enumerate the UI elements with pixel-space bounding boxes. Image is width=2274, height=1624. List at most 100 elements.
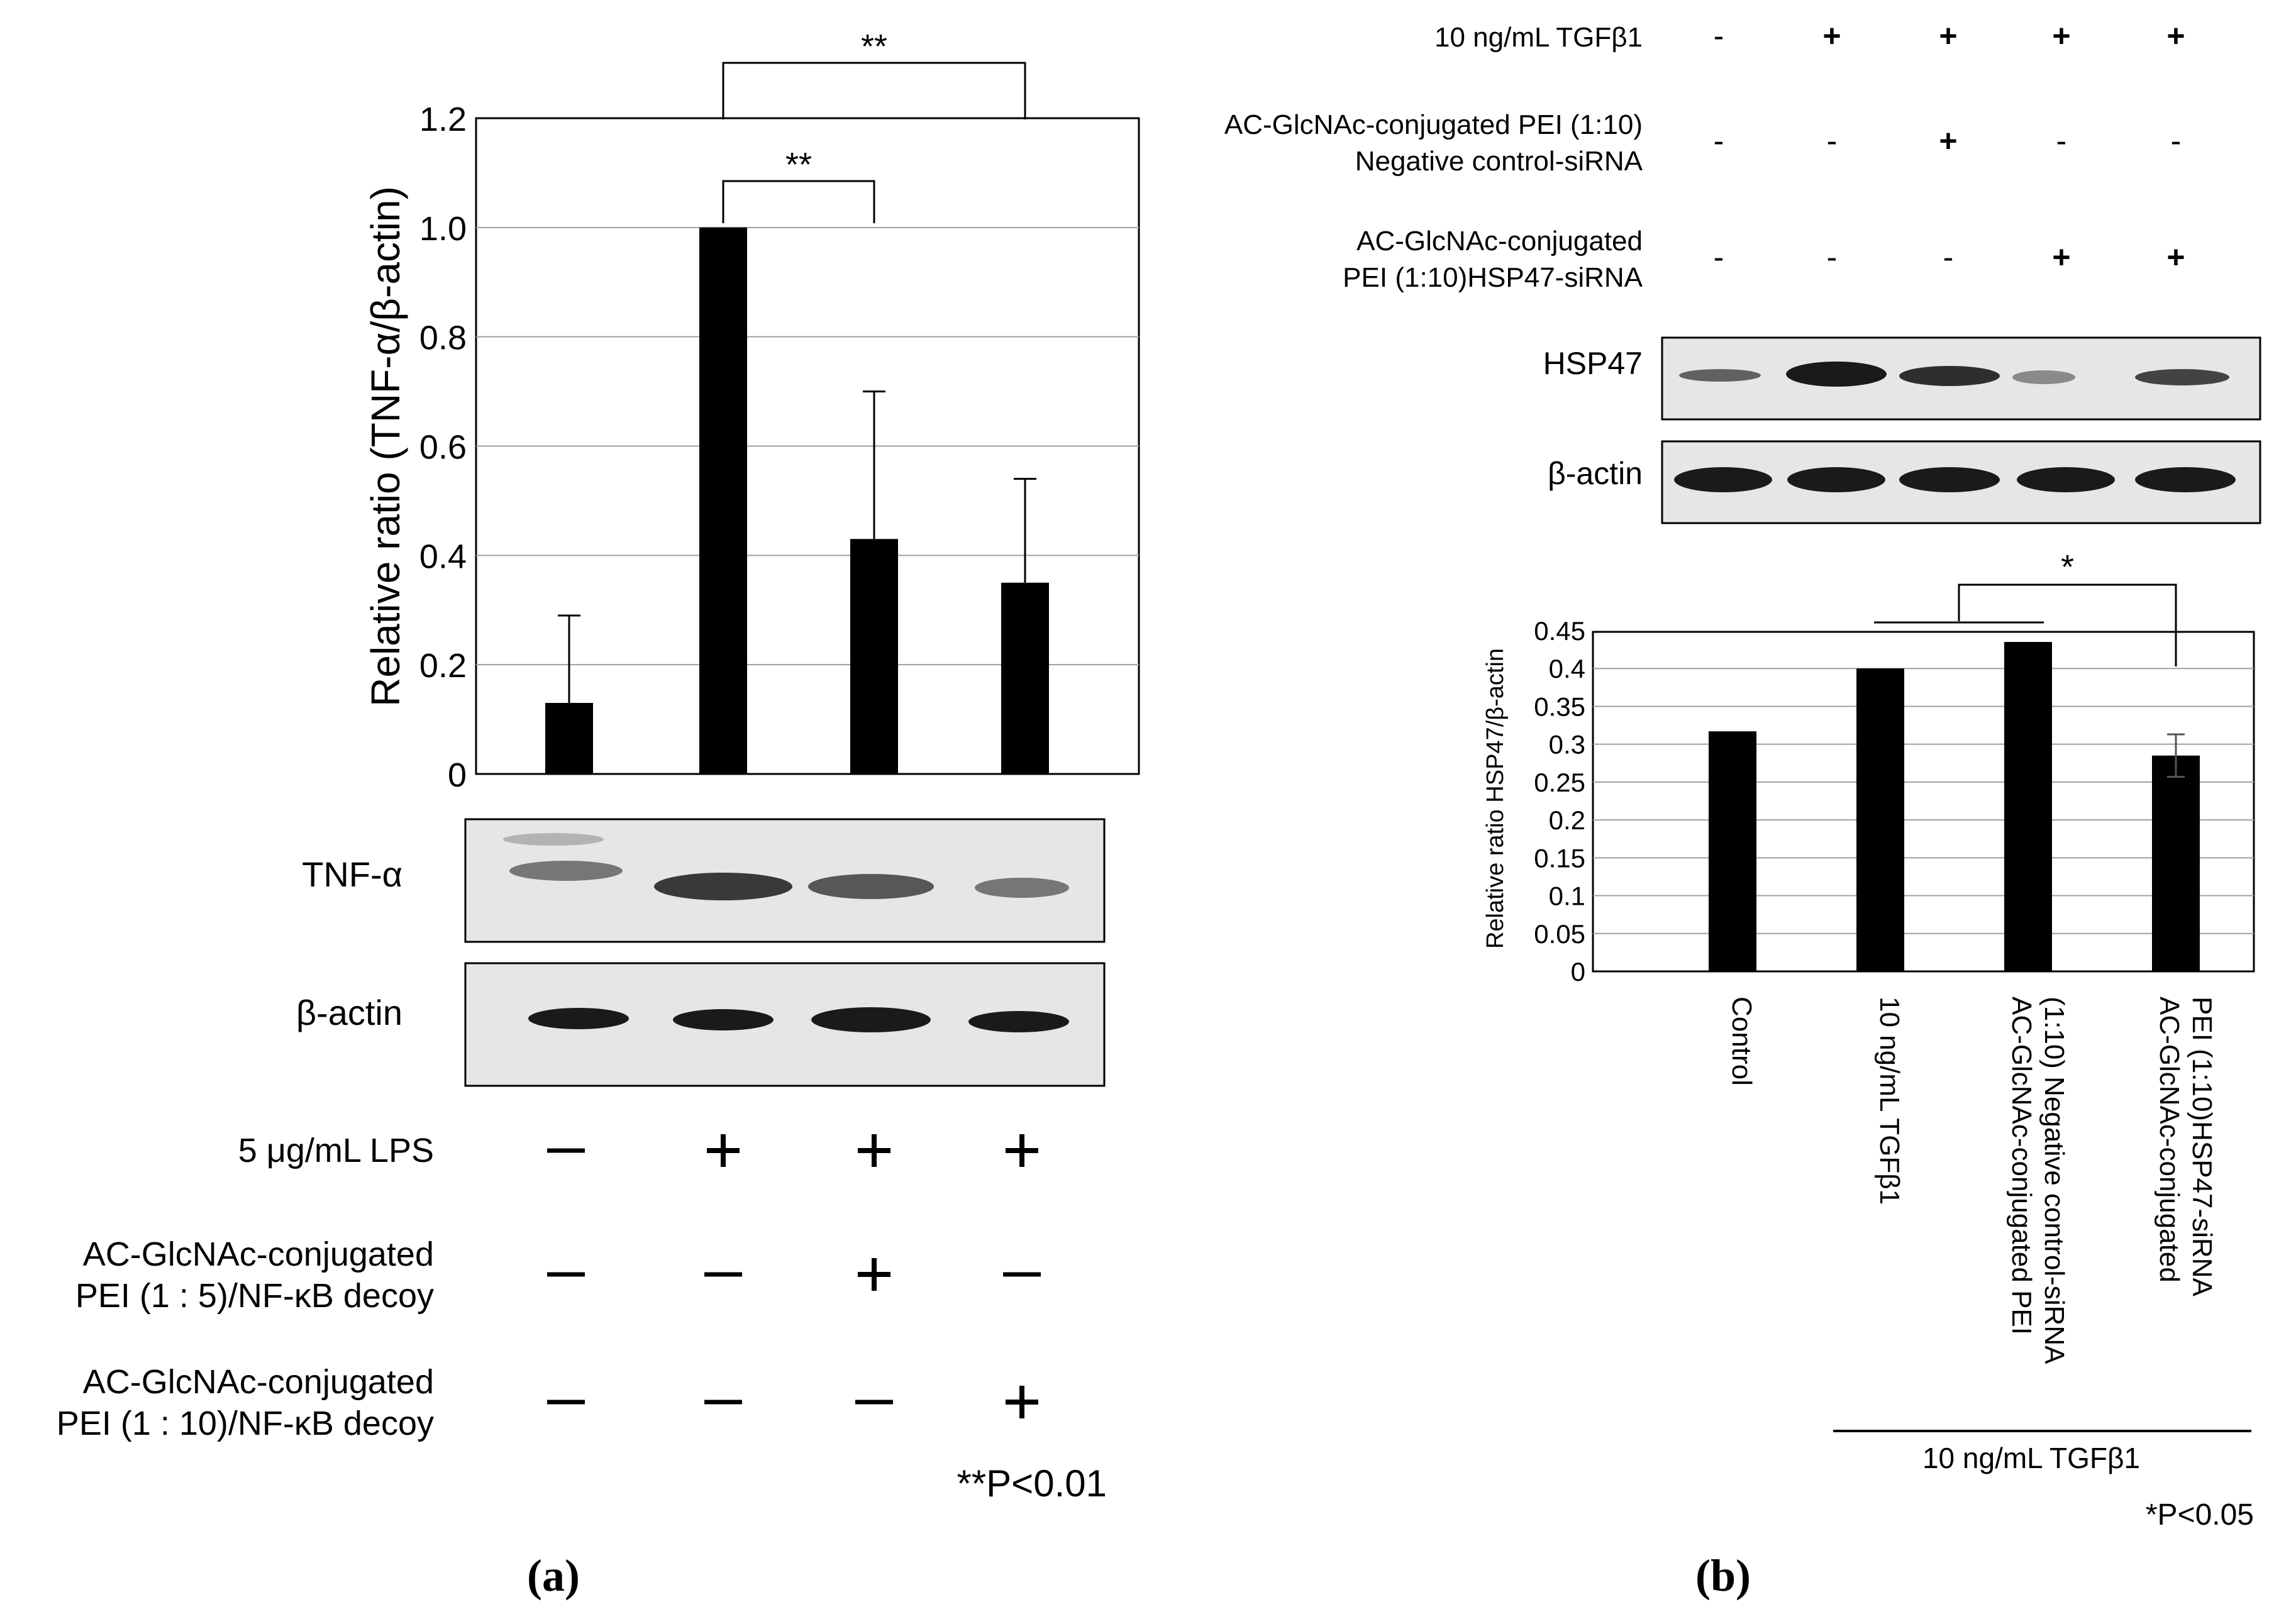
minus-mark: - (1827, 240, 1838, 275)
y-tick-label: 0 (1571, 957, 1585, 986)
x-tick-label: AC-GlcNAc-conjugatedPEI (1:10)HSP47-siRN… (2154, 997, 2217, 1296)
bar (2004, 642, 2052, 971)
blot-a-actin-bands (528, 1007, 1069, 1032)
blot-a-label-actin: β-actin (296, 993, 402, 1032)
panel-label-a: (a) (527, 1550, 580, 1601)
blot-a-label-tnf: TNF-α (302, 854, 402, 894)
chart-b-grid (1593, 668, 2254, 934)
blot-b-label-actin: β-actin (1548, 456, 1643, 491)
chart-b-significance: * (1874, 548, 2177, 666)
conditions-a: 5 μg/mL LPS AC-GlcNAc-conjugated PEI (1 : … (57, 1132, 1041, 1442)
chart-a-y-tick-labels: 0 0.2 0.4 0.6 0.8 1.0 1.2 (419, 101, 467, 794)
plus-mark (707, 1134, 740, 1167)
actin-a-band-4 (968, 1011, 1069, 1032)
panel-a: 0 0.2 0.4 0.6 0.8 1.0 1.2 Relative ratio (TNF-… (57, 28, 1140, 1601)
y-tick-label: 0 (448, 756, 467, 794)
chart-b-bars (1709, 642, 2200, 971)
minus-mark: - (2171, 123, 2182, 158)
hsp47-band-5 (2135, 369, 2229, 385)
condition-label: 10 ng/mL TGFβ1 (1434, 22, 1643, 53)
actin-a-band-1 (528, 1008, 629, 1029)
y-tick-label: 1.2 (419, 101, 467, 138)
panel-label-b: (b) (1695, 1550, 1751, 1601)
y-tick-label: 0.2 (1549, 805, 1585, 835)
tnf-band-2 (654, 873, 792, 900)
y-tick-label: 0.45 (1534, 616, 1585, 646)
y-tick-label: 1.0 (419, 210, 467, 248)
minus-mark: - (1943, 240, 1954, 275)
actin-b-band-1 (1674, 467, 1772, 492)
significance-bracket (722, 62, 1026, 119)
actin-a-band-2 (673, 1009, 774, 1030)
plus-mark (858, 1258, 890, 1291)
plus-mark (858, 1134, 890, 1167)
y-tick-label: 0.35 (1534, 692, 1585, 721)
plus-mark: + (2052, 240, 2070, 275)
x-tick-label: Control (1726, 997, 1757, 1086)
tnf-band-4 (975, 878, 1069, 898)
plus-mark (1006, 1386, 1038, 1418)
minus-mark: - (1827, 123, 1838, 158)
bar (699, 227, 747, 774)
y-tick-label: 0.25 (1534, 768, 1585, 797)
condition-label: AC-GlcNAc-conjugated PEI (1:10) Negative … (1224, 109, 1643, 177)
hsp47-band-3 (1899, 366, 2000, 386)
y-tick-label: 0.2 (419, 647, 467, 685)
actin-b-band-4 (2017, 467, 2115, 492)
plus-mark: + (1939, 18, 1957, 53)
condition-label: AC-GlcNAc-conjugated PEI (1 : 10)/NF-κB d… (57, 1363, 434, 1442)
actin-b-band-3 (1899, 467, 2000, 492)
actin-b-band-2 (1787, 467, 1885, 492)
plus-mark: + (1939, 123, 1957, 158)
y-tick-label: 0.4 (1549, 654, 1585, 683)
chart-b-plot-frame (1592, 631, 2255, 973)
plus-mark (1006, 1134, 1038, 1167)
chart-a-bars (545, 227, 1049, 774)
actin-a-band-3 (811, 1007, 931, 1032)
y-tick-label: 0.6 (419, 429, 467, 467)
significance-label: ** (785, 146, 812, 184)
chart-b-x-tick-labels: Control 10 ng/mL TGFβ1 AC-GlcNAc-conjugate… (1726, 997, 2217, 1364)
y-tick-label: 0.4 (419, 538, 467, 575)
hsp47-band-4 (2012, 370, 2075, 384)
bar (850, 539, 898, 774)
tnf-band-3 (808, 874, 934, 899)
blot-b-label-hsp47: HSP47 (1543, 346, 1643, 381)
chart-a-significance: ** ** (722, 28, 1026, 223)
x-tick-label: 10 ng/mL TGFβ1 (1874, 997, 1905, 1205)
minus-mark: - (1714, 240, 1724, 275)
condition-label: 5 μg/mL LPS (238, 1132, 434, 1169)
bar (2152, 755, 2200, 971)
panel-b: 10 ng/mL TGFβ1 - + + + + AC-GlcNAc-conjugated … (1224, 18, 2261, 1601)
tnf-band-1 (509, 861, 623, 881)
significance-bracket (1958, 583, 2177, 666)
plus-mark: + (2052, 18, 2070, 53)
y-tick-label: 0.3 (1549, 730, 1585, 760)
blot-b-actin-bands (1674, 467, 2236, 492)
minus-mark: - (1714, 123, 1724, 158)
hsp47-band-2 (1786, 362, 1887, 387)
bar (1709, 731, 1756, 971)
significance-label: ** (861, 28, 887, 65)
condition-label: AC-GlcNAc-conjugated PEI (1:10)HSP47-siRN… (1343, 226, 1643, 293)
plus-mark: + (1822, 18, 1841, 53)
chart-b-ylabel: Relative ratio HSP47/β-actin (1482, 648, 1509, 949)
minus-mark: - (1714, 18, 1724, 53)
pvalue-a: **P<0.01 (957, 1462, 1107, 1505)
chart-b-y-tick-labels: 0 0.05 0.1 0.15 0.2 0.25 0.3 0.35 0.4 0.45 (1534, 616, 1585, 986)
conditions-b: 10 ng/mL TGFβ1 - + + + + AC-GlcNAc-conjugated … (1224, 18, 2185, 293)
bar (545, 703, 593, 774)
significance-bracket (722, 180, 875, 223)
condition-label: AC-GlcNAc-conjugated PEI (1 : 5)/NF-κB de… (75, 1235, 434, 1315)
hsp47-band-1 (1679, 369, 1761, 382)
bar (1001, 582, 1049, 774)
bar (1856, 668, 1904, 971)
y-tick-label: 0.1 (1549, 881, 1585, 911)
blot-a-tnf-bands (503, 833, 1069, 900)
chart-a-ylabel: Relative ratio (TNF-α/β-actin) (363, 186, 408, 707)
actin-b-band-5 (2135, 467, 2236, 492)
y-tick-label: 0.8 (419, 319, 467, 357)
minus-mark: - (2056, 123, 2067, 158)
y-tick-label: 0.15 (1534, 843, 1585, 873)
